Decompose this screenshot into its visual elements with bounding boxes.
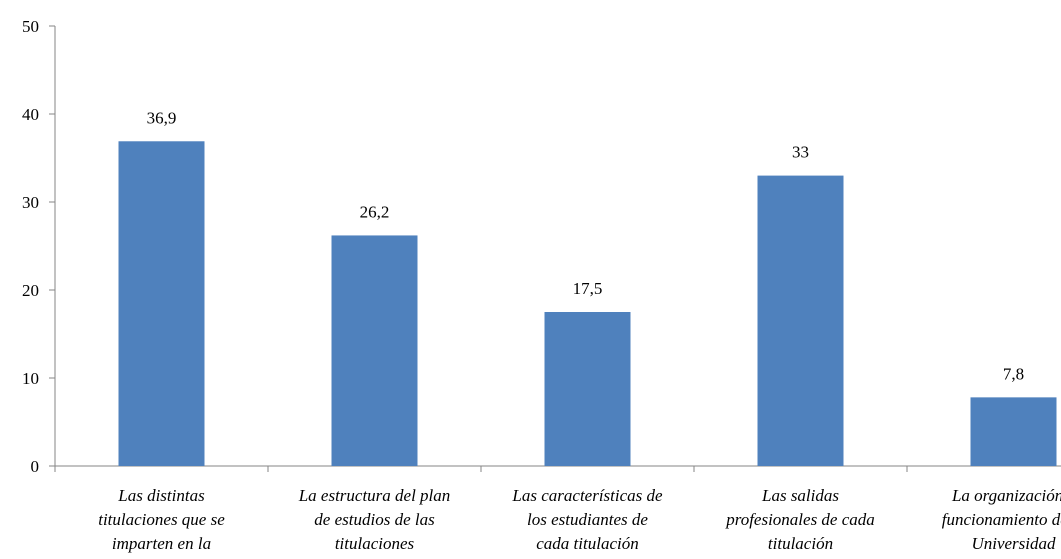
category-label-line: titulaciones que se bbox=[98, 510, 225, 529]
category-label: Las distintas titulaciones que se imparten… bbox=[98, 486, 225, 553]
data-label: 36,9 bbox=[147, 108, 177, 127]
category-label: La estructura del plan de estudios de las… bbox=[298, 486, 451, 553]
category-label-line: Las salidas bbox=[761, 486, 839, 505]
y-tick-label: 30 bbox=[22, 193, 39, 212]
y-tick-label: 0 bbox=[31, 457, 40, 476]
bar bbox=[970, 397, 1057, 466]
category-label-line: Las distintas bbox=[117, 486, 205, 505]
category-label: La organización y funcionamiento de la Uni… bbox=[942, 486, 1061, 553]
bar bbox=[331, 235, 418, 466]
data-label: 7,8 bbox=[1003, 364, 1024, 383]
category-label-line: La estructura del plan bbox=[298, 486, 451, 505]
category-label-line: profesionales de cada bbox=[725, 510, 875, 529]
y-tick-label: 10 bbox=[22, 369, 39, 388]
category-label-line: Las características de bbox=[511, 486, 663, 505]
labels: 0 10 20 30 40 50 36,9 Las distintas titulaciones… bbox=[22, 17, 1061, 553]
data-label: 17,5 bbox=[573, 279, 603, 298]
category-label-line: de estudios de las bbox=[314, 510, 435, 529]
data-label: 33 bbox=[792, 143, 809, 162]
category-label-line: La organización y bbox=[951, 486, 1061, 505]
category-label-line: titulaciones bbox=[335, 534, 415, 553]
category-label-line: funcionamiento de la bbox=[942, 510, 1061, 529]
category-label-line: Universidad bbox=[971, 534, 1056, 553]
category-label-line: cada titulación bbox=[536, 534, 638, 553]
category-label-line: imparten en la bbox=[112, 534, 211, 553]
bars bbox=[118, 141, 1057, 466]
category-label-line: titulación bbox=[768, 534, 833, 553]
bar bbox=[118, 141, 205, 466]
category-label: Las características de los estudiantes de… bbox=[511, 486, 663, 553]
data-label: 26,2 bbox=[360, 202, 390, 221]
y-tick-label: 50 bbox=[22, 17, 39, 36]
category-label: Las salidas profesionales de cada titulaci… bbox=[725, 486, 875, 553]
bar bbox=[757, 175, 844, 466]
category-label-line: los estudiantes de bbox=[527, 510, 648, 529]
y-tick-label: 20 bbox=[22, 281, 39, 300]
y-tick-label: 40 bbox=[22, 105, 39, 124]
bar bbox=[544, 312, 631, 466]
